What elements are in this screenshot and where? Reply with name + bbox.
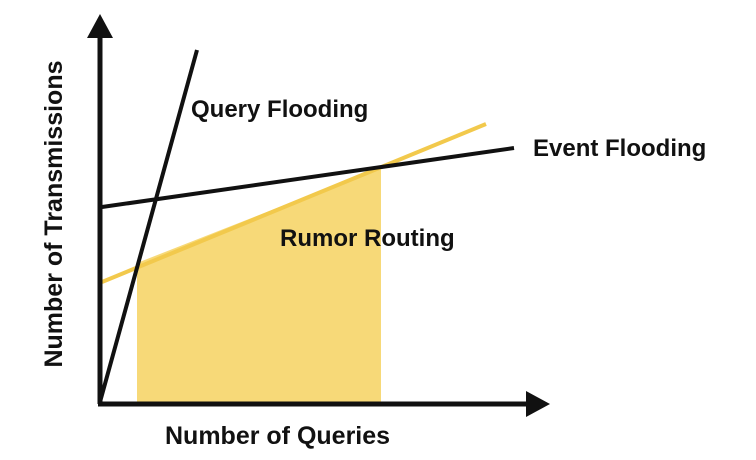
query-flooding-label: Query Flooding <box>191 96 368 123</box>
event-flooding-line <box>101 146 515 209</box>
rumor-routing-shaded-region <box>137 167 381 402</box>
event-flooding-label: Event Flooding <box>533 135 706 162</box>
rumor-routing-line <box>101 122 487 284</box>
x-axis-label: Number of Queries <box>165 422 390 450</box>
query-flooding-line <box>98 49 199 403</box>
y-axis-arrowhead <box>87 14 113 38</box>
y-axis-label: Number of Transmissions <box>40 60 68 367</box>
x-axis-arrowhead <box>526 391 550 417</box>
rumor-routing-label: Rumor Routing <box>280 225 455 252</box>
